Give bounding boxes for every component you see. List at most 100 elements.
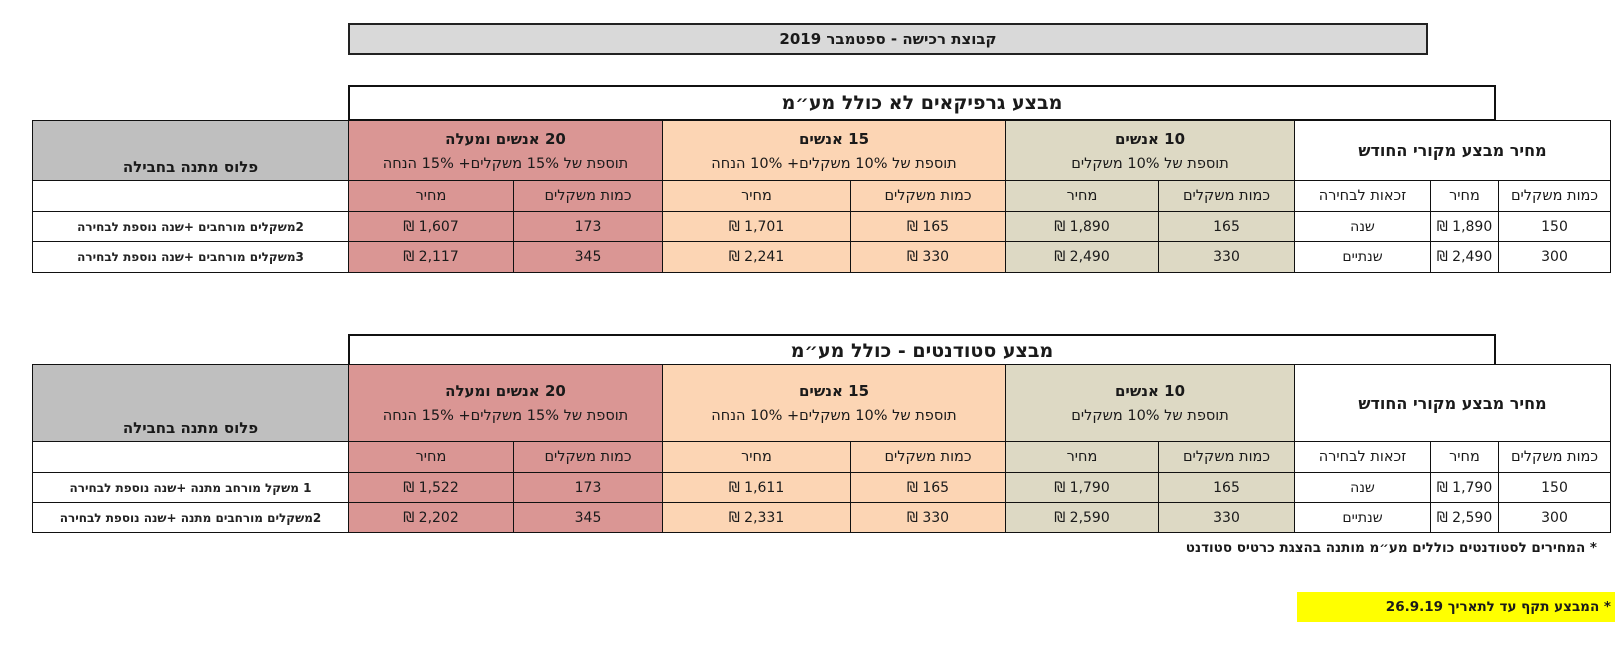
cell-text: 165 ₪ [906, 479, 950, 496]
cell-text: 330 ₪ [906, 249, 950, 265]
col-header-text: מחיר [1449, 449, 1480, 465]
group-description: תוספת של 10% משקלים+ 10% הנחה [711, 408, 957, 424]
cell-text: 2,490 ₪ [1436, 249, 1493, 265]
col-header-text: כמות משקלים [544, 188, 632, 204]
group-15-header: 15 אנשים תוספת של 10% משקלים+ 10% הנחה [662, 364, 1006, 442]
col-orig-rights: זכאות לבחירה [1294, 441, 1431, 473]
original-price-title: מחיר מבצע מקורי החודש [1358, 393, 1547, 413]
col-header-text: כמות משקלים [884, 188, 972, 204]
cell-text: 2,590 ₪ [1054, 509, 1110, 526]
cell-g15-price: 1,701 ₪ [662, 211, 851, 242]
cell-g10-price: 2,590 ₪ [1005, 502, 1159, 533]
cell-text: 1 משקל מורחב מתנה +שנה נוספת לבחירה [69, 480, 312, 495]
group-description: תוספת של 10% משקלים+ 10% הנחה [711, 155, 957, 172]
cell-text: 1,890 ₪ [1436, 218, 1493, 235]
col-header-text: מחיר [741, 449, 772, 465]
group-name: 15 אנשים [798, 382, 870, 400]
cell-g15-price: 2,241 ₪ [662, 241, 851, 273]
col-header-text: מחיר [415, 188, 447, 204]
col-header-text: זכאות לבחירה [1318, 188, 1407, 204]
cell-text: 1,611 ₪ [728, 479, 785, 496]
group-name: 10 אנשים [1114, 129, 1186, 148]
cell-text: 330 [1213, 509, 1240, 526]
cell-text: 165 [1213, 218, 1240, 235]
cell-g10-qty: 165 [1158, 472, 1295, 503]
cell-orig-price: 2,490 ₪ [1430, 241, 1499, 273]
cell-g20-qty: 345 [513, 241, 663, 273]
cell-orig-price: 2,590 ₪ [1430, 502, 1499, 533]
original-price-title: מחיר מבצע מקורי החודש [1358, 141, 1547, 160]
col-orig-qty: כמות משקלים [1498, 441, 1611, 473]
gift-header-text: פלוס מתנה בחבילה [122, 158, 259, 176]
cell-g20-price: 1,607 ₪ [348, 211, 514, 242]
cell-g10-price: 1,890 ₪ [1005, 211, 1159, 242]
cell-orig-qty: 300 [1498, 502, 1611, 533]
col-g15-price: מחיר [662, 180, 851, 212]
validity-note: * המבצע תקף עד לתאריך 26.9.19 [1297, 592, 1615, 622]
cell-orig-rights: שנה [1294, 211, 1431, 242]
cell-text: 173 [574, 218, 602, 235]
cell-text: 1,607 ₪ [403, 218, 459, 235]
cell-text: 2,590 ₪ [1436, 509, 1493, 526]
cell-g20-price: 2,202 ₪ [348, 502, 514, 533]
cell-g15-qty: 165 ₪ [850, 211, 1006, 242]
cell-g15-price: 2,331 ₪ [662, 502, 851, 533]
cell-text: 2משקלים מורחבים מתנה +שנה נוספת לבחירה [59, 510, 322, 525]
cell-g20-qty: 173 [513, 472, 663, 503]
col-header-text: מחיר [741, 188, 772, 204]
cell-g10-price: 2,490 ₪ [1005, 241, 1159, 273]
cell-orig-qty: 150 [1498, 472, 1611, 503]
col-g10-qty: כמות משקלים [1158, 180, 1295, 212]
section-title-text: מבצע גרפיקאים לא כולל מע״מ [781, 92, 1063, 114]
cell-g10-qty: 165 [1158, 211, 1295, 242]
cell-g20-qty: 173 [513, 211, 663, 242]
col-header-text: מחיר [415, 449, 447, 465]
col-g15-price: מחיר [662, 441, 851, 473]
cell-text: 2,117 ₪ [403, 249, 459, 265]
validity-note-text: * המבצע תקף עד לתאריך 26.9.19 [1385, 599, 1611, 615]
cell-orig-price: 1,790 ₪ [1430, 472, 1499, 503]
col-orig-price: מחיר [1430, 180, 1499, 212]
col-header-text: כמות משקלים [1182, 449, 1271, 465]
cell-orig-qty: 300 [1498, 241, 1611, 273]
col-g15-qty: כמות משקלים [850, 441, 1006, 473]
cell-g20-qty: 345 [513, 502, 663, 533]
group-description: תוספת של 10% משקלים [1071, 155, 1229, 172]
col-g20-price: מחיר [348, 180, 514, 212]
cell-text: שנה [1350, 218, 1375, 235]
cell-text: שנתיים [1342, 509, 1383, 526]
col-g10-qty: כמות משקלים [1158, 441, 1295, 473]
col-header-text: זכאות לבחירה [1318, 449, 1407, 465]
cell-text: 173 [574, 479, 602, 496]
cell-gift: 3משקלים מורחבים +שנה נוספת לבחירה [32, 241, 349, 273]
cell-text: 1,701 ₪ [728, 218, 785, 235]
col-g20-price: מחיר [348, 441, 514, 473]
cell-g20-price: 1,522 ₪ [348, 472, 514, 503]
group-name: 20 אנשים ומעלה [445, 129, 566, 148]
cell-text: 1,790 ₪ [1436, 479, 1493, 496]
section-title-text: מבצע סטודנטים - כולל מע״מ [790, 339, 1054, 362]
gift-header: פלוס מתנה בחבילה [32, 120, 349, 181]
cell-text: 2,490 ₪ [1054, 249, 1110, 265]
col-g15-qty: כמות משקלים [850, 180, 1006, 212]
col-header-text: מחיר [1066, 188, 1098, 204]
cell-text: 330 ₪ [906, 509, 950, 526]
cell-text: שנה [1350, 479, 1375, 496]
cell-text: 1,890 ₪ [1054, 218, 1110, 235]
page-title: קבוצת רכישה - ספטמבר 2019 [348, 23, 1428, 55]
group-15-header: 15 אנשים תוספת של 10% משקלים+ 10% הנחה [662, 120, 1006, 181]
group-name: 15 אנשים [798, 129, 870, 148]
section-title: מבצע סטודנטים - כולל מע״מ [348, 334, 1496, 367]
col-g20-qty: כמות משקלים [513, 180, 663, 212]
cell-text: 345 [574, 509, 602, 526]
group-name: 20 אנשים ומעלה [445, 382, 566, 400]
col-header-text: כמות משקלים [1510, 449, 1599, 465]
cell-g10-price: 1,790 ₪ [1005, 472, 1159, 503]
group-description: תוספת של 10% משקלים [1071, 408, 1229, 424]
cell-orig-rights: שנתיים [1294, 502, 1431, 533]
cell-gift: 2משקלים מורחבים +שנה נוספת לבחירה [32, 211, 349, 242]
col-gift-blank [32, 180, 349, 212]
original-price-header: מחיר מבצע מקורי החודש [1294, 120, 1611, 181]
cell-text: 1,522 ₪ [403, 479, 459, 496]
cell-text: 1,790 ₪ [1054, 479, 1110, 496]
